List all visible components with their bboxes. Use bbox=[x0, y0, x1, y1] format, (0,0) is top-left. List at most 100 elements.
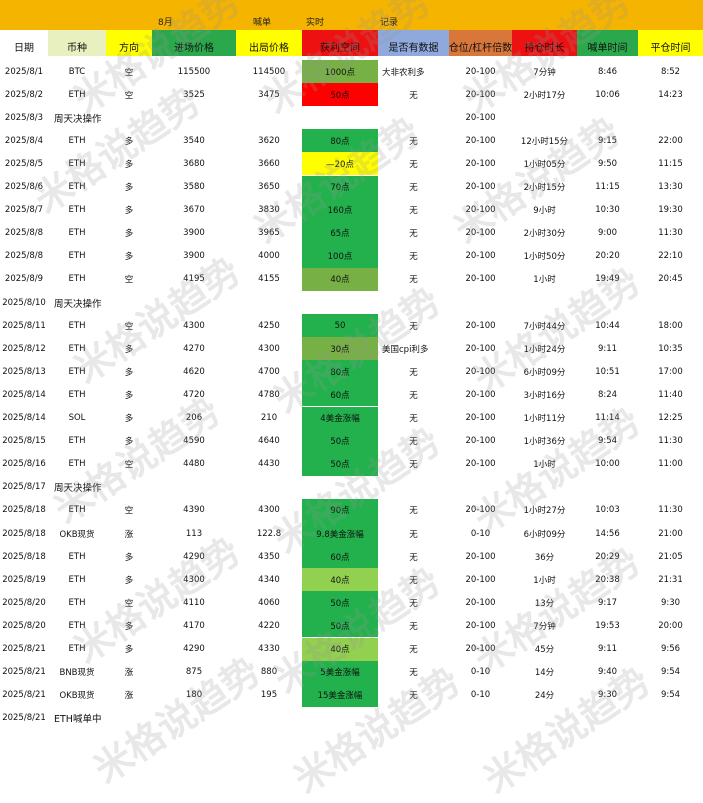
cell-coin: ETH bbox=[68, 551, 86, 562]
cell-profit: 80点 bbox=[302, 129, 378, 153]
cell-direction: 涨 bbox=[124, 529, 134, 540]
cell-hold-time: 1小时24分 bbox=[523, 344, 566, 355]
header-open-time: 喊单时间 bbox=[577, 30, 638, 56]
cell-date: 2025/8/8 bbox=[4, 251, 44, 262]
cell-entry-price: 3680 bbox=[183, 158, 205, 169]
cell-exit-price: 4060 bbox=[258, 597, 280, 608]
cell-date: 2025/8/20 bbox=[2, 620, 46, 631]
cell-data-flag: 无 bbox=[409, 598, 418, 609]
cell-profit: 160点 bbox=[302, 198, 378, 222]
cell-date: 2025/8/4 bbox=[4, 135, 44, 146]
cell-profit: 50点 bbox=[302, 614, 378, 638]
header-hold-time: 持仓时长 bbox=[512, 30, 577, 56]
cell-coin: ETH bbox=[68, 644, 86, 655]
cell-profit: 50点 bbox=[302, 83, 378, 107]
cell-open-time: 9:40 bbox=[597, 667, 618, 678]
cell-exit-price: 3660 bbox=[258, 158, 280, 169]
cell-date: 2025/8/6 bbox=[4, 182, 44, 193]
cell-position: 20-100 bbox=[465, 366, 496, 377]
cell-exit-price: 195 bbox=[260, 690, 278, 701]
cell-date: 2025/8/14 bbox=[2, 389, 46, 400]
cell-direction: 空 bbox=[124, 321, 134, 332]
cell-close-time: 17:00 bbox=[658, 366, 683, 377]
cell-date: 2025/8/18 bbox=[2, 505, 46, 516]
cell-close-time: 21:31 bbox=[658, 574, 683, 585]
cell-hold-time: 1小时 bbox=[533, 575, 556, 586]
cell-open-time: 9:30 bbox=[597, 690, 618, 701]
cell-entry-price: 4300 bbox=[183, 320, 205, 331]
cell-data-flag: 无 bbox=[409, 252, 418, 263]
cell-close-time: 11:40 bbox=[658, 389, 683, 400]
cell-position: 20-100 bbox=[465, 66, 496, 77]
cell-direction: 多 bbox=[124, 645, 134, 656]
cell-direction: 多 bbox=[124, 229, 134, 240]
cell-hold-time: 6小时09分 bbox=[523, 367, 566, 378]
cell-exit-price: 4000 bbox=[258, 251, 280, 262]
cell-open-time: 8:46 bbox=[597, 66, 618, 77]
cell-profit: 40点 bbox=[302, 637, 378, 661]
cell-close-time: 9:54 bbox=[660, 690, 681, 701]
cell-profit: 100点 bbox=[302, 244, 378, 268]
cell-exit-price: 3475 bbox=[258, 89, 280, 100]
cell-position: 20-100 bbox=[465, 551, 496, 562]
cell-direction: 多 bbox=[124, 437, 134, 448]
cell-date: 2025/8/21 bbox=[2, 667, 46, 678]
cell-position: 20-100 bbox=[465, 89, 496, 100]
cell-hold-time: 1小时27分 bbox=[523, 506, 566, 517]
cell-note: 周天决操作 bbox=[54, 298, 102, 310]
cell-close-time: 20:45 bbox=[658, 274, 683, 285]
cell-close-time: 12:25 bbox=[658, 413, 683, 424]
cell-date: 2025/8/5 bbox=[4, 158, 44, 169]
cell-date: 2025/8/11 bbox=[2, 320, 46, 331]
cell-profit: —20点 bbox=[302, 152, 378, 176]
cell-entry-price: 3670 bbox=[183, 205, 205, 216]
cell-coin: SOL bbox=[68, 413, 86, 424]
cell-exit-price: 4640 bbox=[258, 436, 280, 447]
cell-note: 周天决操作 bbox=[54, 113, 102, 125]
cell-direction: 多 bbox=[124, 344, 134, 355]
cell-coin: ETH bbox=[68, 182, 86, 193]
cell-exit-price: 4220 bbox=[258, 620, 280, 631]
cell-open-time: 10:00 bbox=[595, 459, 620, 470]
cell-position: 20-100 bbox=[465, 228, 496, 239]
cell-entry-price: 4290 bbox=[183, 644, 205, 655]
cell-close-time: 22:10 bbox=[658, 251, 683, 262]
cell-entry-price: 875 bbox=[185, 667, 203, 678]
header-entry-price: 进场价格 bbox=[152, 30, 236, 56]
cell-hold-time: 1小时36分 bbox=[523, 437, 566, 448]
cell-coin: ETH bbox=[68, 620, 86, 631]
cell-entry-price: 4300 bbox=[183, 574, 205, 585]
cell-close-time: 11:30 bbox=[658, 228, 683, 239]
cell-date: 2025/8/10 bbox=[2, 297, 46, 308]
cell-data-flag: 无 bbox=[409, 691, 418, 702]
cell-open-time: 20:20 bbox=[595, 251, 620, 262]
cell-entry-price: 4110 bbox=[183, 597, 205, 608]
cell-close-time: 18:00 bbox=[658, 320, 683, 331]
cell-position: 20-100 bbox=[465, 320, 496, 331]
cell-direction: 涨 bbox=[124, 668, 134, 679]
cell-direction: 多 bbox=[124, 621, 134, 632]
cell-close-time: 19:30 bbox=[658, 205, 683, 216]
cell-entry-price: 3580 bbox=[183, 182, 205, 193]
cell-position: 0-10 bbox=[470, 667, 491, 678]
cell-position: 0-10 bbox=[470, 528, 491, 539]
cell-exit-price: 3650 bbox=[258, 182, 280, 193]
cell-hold-time: 1小时05分 bbox=[523, 159, 566, 170]
cell-position: 20-100 bbox=[465, 459, 496, 470]
cell-entry-price: 180 bbox=[185, 690, 203, 701]
cell-coin: ETH bbox=[68, 436, 86, 447]
cell-data-flag: 无 bbox=[409, 437, 418, 448]
cell-coin: ETH bbox=[68, 459, 86, 470]
cell-exit-price: 210 bbox=[260, 413, 278, 424]
cell-position: 20-100 bbox=[465, 112, 496, 123]
cell-direction: 多 bbox=[124, 183, 134, 194]
cell-date: 2025/8/3 bbox=[4, 112, 44, 123]
cell-position: 20-100 bbox=[465, 274, 496, 285]
cell-open-time: 8:24 bbox=[597, 389, 618, 400]
cell-exit-price: 4330 bbox=[258, 644, 280, 655]
cell-open-time: 20:29 bbox=[595, 551, 620, 562]
cell-open-time: 11:14 bbox=[595, 413, 620, 424]
cell-position: 20-100 bbox=[465, 135, 496, 146]
cell-close-time: 11:15 bbox=[658, 158, 683, 169]
